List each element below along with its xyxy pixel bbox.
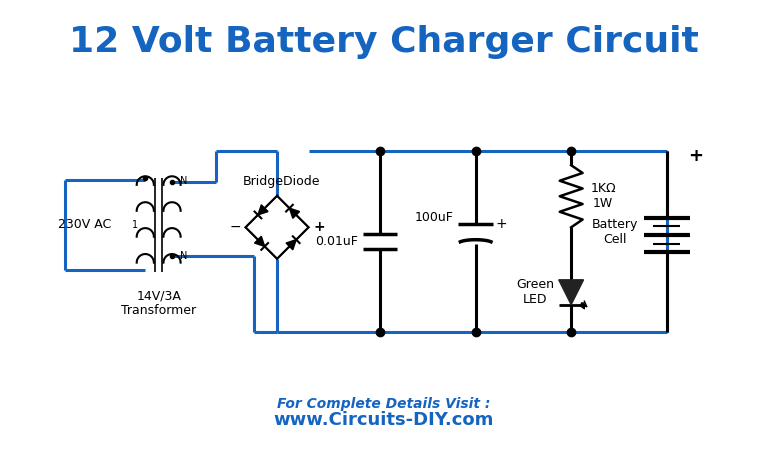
Polygon shape: [286, 240, 296, 250]
Polygon shape: [559, 280, 584, 304]
Text: 12 Volt Battery Charger Circuit: 12 Volt Battery Charger Circuit: [69, 25, 699, 59]
Text: −: −: [229, 220, 241, 234]
Text: 230V AC: 230V AC: [58, 219, 111, 232]
Text: 100uF: 100uF: [415, 211, 454, 224]
Text: +: +: [313, 220, 325, 234]
Text: N: N: [180, 177, 187, 186]
Text: N: N: [180, 251, 187, 261]
Text: +: +: [495, 218, 508, 232]
Text: For Complete Details Visit :: For Complete Details Visit :: [277, 397, 491, 411]
Text: 1: 1: [131, 220, 137, 230]
Polygon shape: [258, 205, 268, 215]
Text: Green
LED: Green LED: [516, 278, 554, 306]
Text: 1KΩ
1W: 1KΩ 1W: [591, 182, 616, 210]
Polygon shape: [290, 208, 300, 218]
Polygon shape: [254, 236, 265, 247]
Text: www.Circuits-DIY.com: www.Circuits-DIY.com: [274, 411, 494, 429]
Text: Battery
Cell: Battery Cell: [591, 218, 638, 246]
Text: 0.01uF: 0.01uF: [316, 235, 358, 248]
Text: 14V/3A
Transformer: 14V/3A Transformer: [121, 290, 196, 318]
Text: BridgeDiode: BridgeDiode: [243, 175, 320, 188]
Text: +: +: [688, 147, 703, 165]
